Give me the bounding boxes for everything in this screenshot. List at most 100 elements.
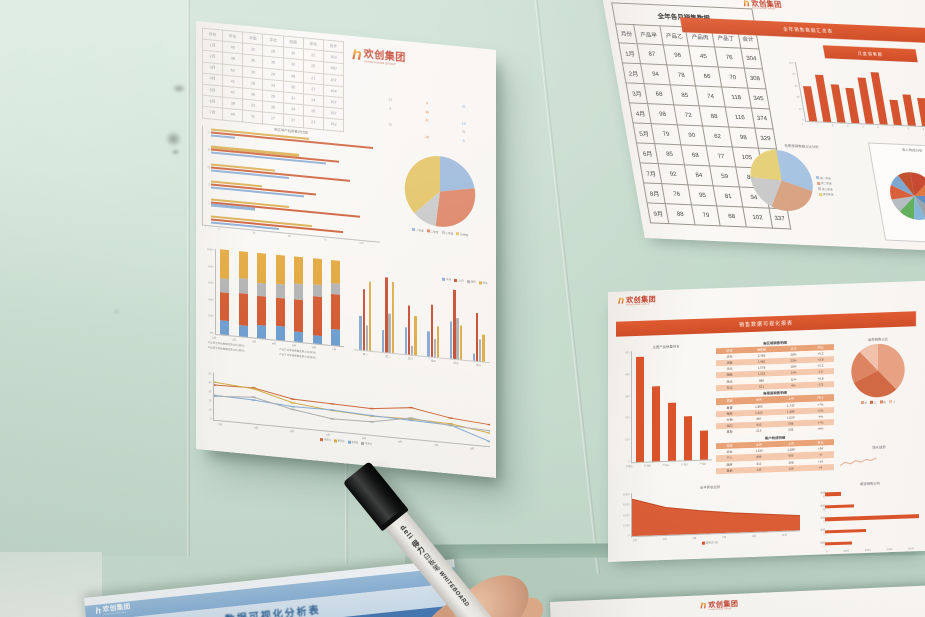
table-cell: 87 (637, 43, 667, 65)
axis-tick: 2,000 (623, 523, 630, 528)
table-cell: 85 (670, 84, 700, 106)
stacked-column (257, 252, 266, 339)
table-cell: 77 (706, 145, 736, 168)
axis-tick: 100 (625, 438, 630, 442)
pie-slice (890, 175, 915, 197)
wall-smudge (114, 309, 119, 314)
pie-svg (851, 343, 905, 398)
axis-tick: 8月 (469, 446, 475, 451)
legend-item: 丙 (879, 400, 886, 404)
logo-mark: h (94, 605, 102, 617)
line-series (214, 384, 490, 425)
axis-tick: 7月 (722, 535, 727, 539)
legend-chip (879, 400, 883, 404)
chart-body: 500 400 300 200 100 0 (620, 348, 712, 463)
axis-tick: 75 (323, 237, 327, 242)
legend-label: 一季度 (415, 228, 424, 233)
axis-tick: 20 (208, 399, 212, 403)
stacked-column (220, 249, 229, 336)
table-cell: 76 (714, 47, 744, 69)
header-cell: 产品甲 (634, 24, 664, 45)
axis-tick: 3月 (251, 339, 257, 344)
axis-tick: 周五 (453, 361, 459, 365)
bar-track (825, 514, 922, 522)
legend-item: 三季度 (441, 230, 453, 235)
stack-segment (275, 254, 285, 285)
data-point (368, 414, 375, 417)
wall-smudge (171, 149, 180, 155)
bar (385, 277, 388, 353)
pie-slice (859, 343, 878, 371)
data-point (368, 420, 375, 423)
plot-area: 六五四三二一 (202, 125, 380, 243)
logo-name: 欢创集团 (708, 600, 739, 610)
line-series (214, 393, 490, 434)
bar (456, 317, 459, 360)
legend-chip (276, 347, 279, 350)
data-point (290, 408, 296, 411)
data-point (447, 424, 454, 427)
plot-area (215, 248, 344, 348)
table-cell: 118 (721, 87, 751, 109)
pie-slice (853, 370, 897, 398)
legend-label: 系列2 (337, 439, 345, 444)
stack-segment (257, 295, 266, 326)
table-cell: 23 (303, 116, 324, 130)
data-point (487, 432, 490, 434)
legend-item: 目标 (466, 279, 476, 284)
legend-label: 第二季度 (820, 182, 833, 186)
bar-chart: 10080604020012345678910 (784, 61, 925, 131)
axis-tick: 6月 (397, 439, 403, 444)
table-cell: 72 (673, 104, 704, 126)
legend-label: 本月 (446, 278, 452, 282)
line-svg (840, 451, 877, 474)
axis-tick: 产品A (625, 464, 633, 468)
stack-segment (220, 278, 229, 293)
group-label: 二 (207, 200, 210, 204)
chart-body: 100% 80% 60% 40% 20% 0% (204, 248, 344, 348)
stack-segment (257, 325, 266, 339)
bar-row: 渠道一 (818, 537, 922, 549)
bar (382, 329, 385, 353)
pie-slice (776, 149, 813, 192)
logo-text: 欢创集团 HUANCHUANG GROUP (626, 296, 656, 307)
data-point (250, 396, 257, 399)
trend-sparkline: 增长趋势 (840, 443, 918, 474)
legend-item: 四季度 (456, 232, 468, 237)
data-table-regions: 月份 华东 华南 华北 西南 东北 合计 1月 45 32 28 36 22 163 2月 38 35 30 32 2… (202, 28, 344, 132)
mini-value-grid: 12 9 45 8 36 22 18 15 31 28 9 (372, 94, 482, 146)
table-cell: 74 (695, 85, 726, 108)
report-sheet-main: 月份 华东 华南 华北 西南 东北 合计 1月 45 32 28 36 22 163 2月 38 35 30 32 2… (196, 21, 496, 478)
bar (825, 504, 855, 509)
chart-body: 50 40 30 20 10 0 (202, 372, 490, 448)
stack-segment (275, 283, 285, 299)
table-cell: 308 (743, 68, 766, 89)
bar-track (825, 527, 922, 534)
axis-tick: 60 (794, 84, 798, 88)
bar-group (427, 281, 440, 358)
quarterly-pie-chart: 各季度销售额占比分析 第一季度 第二季度 第三季度 第四季度 (740, 141, 875, 216)
legend-chip (478, 280, 482, 285)
stack-segment (220, 291, 229, 322)
plot-area: 渠道五 渠道四 渠道三 渠道二 渠道一 (818, 485, 922, 551)
table-cell: 7月 (202, 106, 223, 120)
table-cell: 27 (262, 112, 284, 126)
huanchuang-logo: h 欢创集团 HUANCHUANG GROUP (352, 46, 406, 68)
y-axis-labels: 8,000 6,000 4,000 2,000 0 (620, 493, 631, 537)
legend-item: 营收(万元) (701, 540, 718, 545)
table-cell: 81 (713, 185, 743, 208)
axis-tick: 7 (892, 126, 895, 130)
data-point (290, 402, 296, 404)
data-point (329, 403, 336, 405)
blue-analysis-sheet: h 欢创集团 HUANCHUANG GROUP 数据可视化分析表 (84, 559, 462, 617)
plot-area (631, 487, 800, 538)
stack-segment (312, 258, 322, 285)
legend-label: 第四季度 (822, 193, 835, 197)
bar (391, 281, 394, 354)
data-point (214, 381, 217, 383)
bar (917, 97, 925, 127)
chart-body: 渠道五 渠道四 渠道三 渠道二 渠道一 (818, 485, 922, 551)
pie-slice (771, 180, 813, 211)
wall-seam (187, 0, 190, 556)
bar (870, 72, 888, 125)
